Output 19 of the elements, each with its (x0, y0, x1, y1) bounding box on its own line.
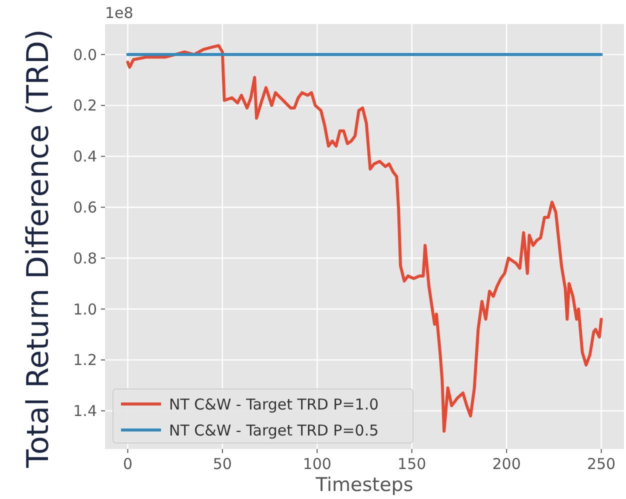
y-tick-label: 0.2 (73, 96, 97, 115)
y-tick-label: 1.2 (73, 351, 97, 370)
x-tick-label: 100 (302, 455, 332, 473)
y-tick-label: 0.0 (73, 46, 97, 64)
legend-label: NT C&W - Target TRD P=1.0 (169, 395, 379, 414)
y-tick-label: 1.0 (73, 300, 97, 318)
y-tick-label: 0.4 (73, 148, 97, 166)
x-tick-label: 250 (586, 455, 616, 473)
x-axis-title: Timesteps (314, 474, 414, 496)
text: 1e8 (105, 4, 134, 22)
legend-label: NT C&W - Target TRD P=0.5 (169, 421, 379, 440)
x-tick-label: 150 (398, 455, 426, 473)
x-tick-label: 200 (492, 455, 521, 473)
y-axis-title: Total Return Difference (TRD) (21, 29, 56, 469)
y-tick-label: 1.4 (73, 402, 97, 420)
y-tick-label: 0.8 (73, 249, 97, 268)
y-tick-label: 0.6 (73, 198, 97, 216)
x-tick-label: 0 (122, 455, 133, 473)
x-tick-label: 50 (212, 455, 232, 473)
